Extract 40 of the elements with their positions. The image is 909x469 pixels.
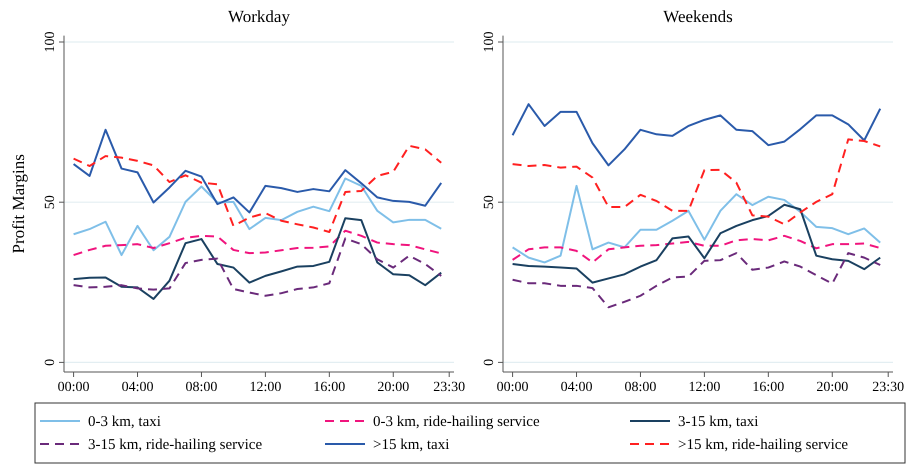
- y-axis-title: Profit Margins: [9, 154, 28, 254]
- line-series: [512, 252, 882, 308]
- x-tick-label: 16:00: [752, 380, 784, 395]
- x-tick-label: 08:00: [624, 380, 656, 395]
- y-tick-label: 100: [482, 32, 498, 53]
- legend-label: >15 km, ride-hailing service: [678, 437, 848, 453]
- line-series: [72, 144, 442, 233]
- line-series: [512, 184, 882, 264]
- line-series: [512, 138, 882, 226]
- x-tick-label: 23:30: [872, 380, 904, 395]
- y-tick-label: 50: [43, 195, 58, 210]
- line-series: [72, 128, 442, 214]
- x-tick-label: 16:00: [313, 380, 346, 395]
- line-series: [512, 234, 882, 264]
- x-tick-label: 00:00: [496, 380, 529, 395]
- line-series: [72, 237, 442, 297]
- legend-label: >15 km, taxi: [373, 437, 450, 453]
- legend-label: 0-3 km, ride-hailing service: [373, 414, 540, 430]
- x-tick-label: 12:00: [249, 380, 282, 395]
- x-tick-label: 04:00: [560, 380, 592, 395]
- legend-label: 0-3 km, taxi: [88, 414, 161, 430]
- x-tick-label: 12:00: [688, 380, 720, 395]
- legend-label: 3-15 km, taxi: [678, 414, 758, 430]
- x-tick-label: 20:00: [377, 380, 410, 395]
- x-tick-label: 23:30: [433, 380, 466, 395]
- chart-title: Workday: [228, 7, 290, 26]
- line-series: [72, 217, 442, 300]
- y-tick-label: 0: [43, 358, 58, 366]
- chart-title: Weekends: [663, 7, 733, 26]
- line-series: [512, 103, 882, 166]
- y-tick-label: 0: [482, 358, 498, 366]
- y-tick-label: 50: [482, 195, 498, 210]
- line-series: [512, 204, 882, 284]
- x-tick-label: 04:00: [122, 380, 154, 395]
- line-series: [72, 177, 442, 256]
- x-tick-label: 20:00: [816, 380, 848, 395]
- legend-label: 3-15 km, ride-hailing service: [88, 437, 262, 453]
- x-tick-label: 08:00: [186, 380, 218, 395]
- x-tick-label: 00:00: [58, 380, 90, 395]
- y-tick-label: 100: [43, 32, 58, 53]
